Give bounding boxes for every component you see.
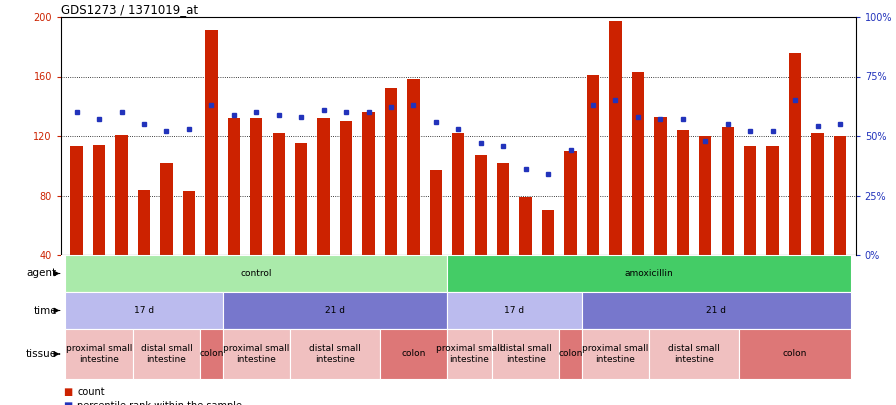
Bar xyxy=(407,79,419,255)
Bar xyxy=(384,88,397,255)
Text: colon: colon xyxy=(558,350,582,358)
Text: colon: colon xyxy=(783,350,807,358)
Bar xyxy=(447,292,582,329)
Bar xyxy=(138,190,151,255)
Bar xyxy=(430,170,442,255)
Bar xyxy=(564,151,577,255)
Bar xyxy=(520,197,532,255)
Text: colon: colon xyxy=(199,350,223,358)
Bar xyxy=(492,329,559,379)
Text: 21 d: 21 d xyxy=(325,306,345,315)
Bar xyxy=(559,329,582,379)
Bar xyxy=(65,255,447,292)
Bar xyxy=(475,156,487,255)
Text: distal small
intestine: distal small intestine xyxy=(668,344,719,364)
Bar xyxy=(587,75,599,255)
Bar xyxy=(380,329,447,379)
Bar xyxy=(676,130,689,255)
Bar xyxy=(721,127,734,255)
Bar xyxy=(812,133,823,255)
Bar xyxy=(362,112,375,255)
Text: percentile rank within the sample: percentile rank within the sample xyxy=(77,401,242,405)
Bar xyxy=(228,118,240,255)
Text: count: count xyxy=(77,387,105,397)
Bar xyxy=(739,329,851,379)
Bar xyxy=(65,292,222,329)
Bar xyxy=(295,143,307,255)
Bar xyxy=(183,191,195,255)
Bar xyxy=(340,121,352,255)
Bar xyxy=(452,133,464,255)
Text: 21 d: 21 d xyxy=(706,306,727,315)
Bar xyxy=(654,117,667,255)
Text: distal small
intestine: distal small intestine xyxy=(141,344,193,364)
Bar xyxy=(834,136,846,255)
Bar xyxy=(290,329,380,379)
Bar xyxy=(71,147,82,255)
Text: 17 d: 17 d xyxy=(504,306,524,315)
Bar xyxy=(133,329,200,379)
Bar xyxy=(497,163,510,255)
Text: time: time xyxy=(33,305,57,315)
Bar xyxy=(222,329,290,379)
Bar xyxy=(649,329,739,379)
Text: distal small
intestine: distal small intestine xyxy=(500,344,552,364)
Bar xyxy=(582,329,649,379)
Bar xyxy=(65,329,133,379)
Bar xyxy=(788,53,801,255)
Text: ■: ■ xyxy=(63,401,72,405)
Bar xyxy=(116,134,128,255)
Text: proximal small
intestine: proximal small intestine xyxy=(436,344,503,364)
Text: amoxicillin: amoxicillin xyxy=(625,269,674,278)
Bar xyxy=(632,72,644,255)
Bar xyxy=(160,163,173,255)
Text: tissue: tissue xyxy=(26,349,57,359)
Bar xyxy=(447,329,492,379)
Bar xyxy=(250,118,263,255)
Bar xyxy=(272,133,285,255)
Text: proximal small
intestine: proximal small intestine xyxy=(582,344,649,364)
Text: ■: ■ xyxy=(63,387,72,397)
Text: GDS1273 / 1371019_at: GDS1273 / 1371019_at xyxy=(61,3,198,16)
Bar xyxy=(699,136,711,255)
Text: proximal small
intestine: proximal small intestine xyxy=(223,344,289,364)
Text: agent: agent xyxy=(27,269,57,279)
Bar xyxy=(205,30,218,255)
Bar xyxy=(766,147,779,255)
Bar xyxy=(447,255,851,292)
Text: 17 d: 17 d xyxy=(134,306,154,315)
Bar xyxy=(317,118,330,255)
Bar xyxy=(542,210,555,255)
Bar xyxy=(93,145,105,255)
Text: distal small
intestine: distal small intestine xyxy=(309,344,361,364)
Text: colon: colon xyxy=(401,350,426,358)
Text: proximal small
intestine: proximal small intestine xyxy=(66,344,133,364)
Bar xyxy=(609,21,622,255)
Bar xyxy=(200,329,222,379)
Text: control: control xyxy=(240,269,272,278)
Bar xyxy=(744,147,756,255)
Bar xyxy=(222,292,447,329)
Bar xyxy=(582,292,851,329)
